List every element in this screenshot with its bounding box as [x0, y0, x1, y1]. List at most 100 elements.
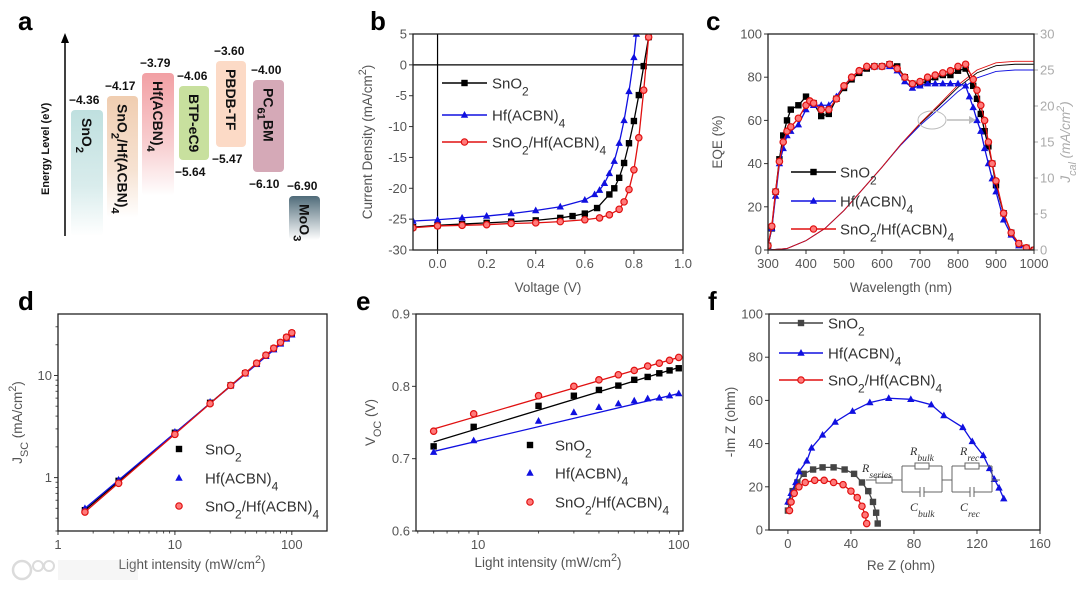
data-point: [643, 394, 652, 402]
jcal-curve: [768, 60, 1034, 250]
data-point: [900, 73, 909, 82]
data-point: [482, 212, 491, 219]
y-tick-label: 60: [748, 113, 762, 128]
data-point: [818, 112, 825, 120]
x-tick-label: 0.0: [429, 256, 447, 271]
material-box: [71, 110, 103, 236]
chart-jsc-light: 1 10 100 1 10 Light intensity (mW/cm2) JSC (mA…: [7, 313, 328, 572]
data-point: [282, 333, 291, 342]
plot-area: [81, 328, 296, 516]
data-point: [829, 478, 838, 487]
data-point: [620, 198, 628, 206]
data-point: [817, 105, 826, 114]
data-point: [858, 502, 866, 511]
data-point: [620, 116, 628, 124]
x-tick-label: 1000: [1020, 256, 1049, 271]
x-tick-label: 160: [1029, 536, 1051, 551]
data-point: [433, 222, 442, 230]
data-point: [570, 382, 578, 391]
x-tick-label: 1.0: [674, 256, 692, 271]
data-point: [870, 62, 879, 71]
data-point: [635, 91, 643, 99]
series-2: [785, 476, 871, 528]
chart-eqe: 300 400 500 600 700 800 900 1000020406080100Wav…: [710, 27, 1079, 296]
y-tick-label: 40: [749, 436, 763, 451]
legend: SnO2 Hf(ACBN)4 SnO2/Hf(ACBN)4: [175, 442, 320, 522]
data-point: [429, 427, 438, 435]
data-point: [969, 103, 977, 111]
data-point: [847, 73, 856, 82]
chart-voc-light: 10 100 0.6 0.7 0.8 0.9 Light intensity (mW/cm2…: [363, 307, 690, 571]
legend: SnO2 Hf(ACBN)4 SnO2/Hf(ACBN)4: [791, 165, 955, 245]
data-point: [869, 498, 877, 506]
energy-axis-label: Energy Level (eV): [40, 102, 52, 195]
data-point: [655, 359, 664, 367]
material-box: [216, 61, 246, 147]
data-point: [507, 219, 515, 228]
material-level-4: PBDB-TF −3.60 −5.47: [212, 44, 246, 166]
watermark-logo: [11, 559, 138, 581]
data-point: [795, 482, 803, 491]
data-point: [874, 520, 881, 527]
panel-label-e: e: [356, 286, 370, 316]
data-point: [470, 423, 477, 431]
y-tick-label: 0: [755, 243, 762, 258]
data-point: [973, 116, 981, 124]
data-point: [610, 157, 618, 164]
data-point: [810, 476, 819, 485]
legend-label: SnO2: [492, 76, 529, 99]
data-point: [630, 117, 638, 125]
material-name: SnO2: [73, 118, 95, 153]
data-point: [840, 82, 848, 90]
data-point: [269, 344, 278, 352]
material-name: Hf(ACBN)4: [144, 81, 166, 153]
x-tick-label: 0.8: [625, 256, 643, 271]
data-point: [862, 519, 871, 528]
data-point: [262, 351, 270, 359]
legend-label: SnO2: [840, 165, 877, 188]
x-tick-label: 80: [907, 536, 921, 551]
plot-frame: [768, 313, 1041, 531]
data-point: [946, 66, 955, 75]
data-point: [947, 71, 954, 79]
data-point: [639, 86, 648, 94]
data-point: [969, 75, 978, 84]
data-point: [593, 204, 601, 212]
data-point: [807, 443, 816, 451]
data-point: [595, 214, 604, 222]
legend-label: SnO2/Hf(ACBN)4: [840, 222, 955, 245]
data-point: [534, 391, 543, 400]
legend-marker: [460, 138, 469, 146]
data-point: [931, 79, 939, 87]
x-axis-label: Wavelength (nm): [850, 280, 952, 295]
right-y-tick-label: 20: [1040, 99, 1054, 114]
material-level-2: Hf(ACBN)4 −3.79: [140, 56, 174, 196]
series-2: [413, 34, 653, 232]
plot-frame: [767, 33, 1035, 251]
series-line: [413, 34, 638, 222]
data-point: [631, 376, 638, 384]
y-axis-label: Current Density (mA/cm2): [357, 65, 375, 220]
material-box: [253, 80, 284, 172]
data-point: [954, 62, 962, 71]
panel-label-a: a: [18, 6, 33, 36]
data-point: [632, 34, 641, 37]
data-point: [630, 53, 638, 61]
panel-label-d: d: [18, 286, 34, 316]
plot-frame: [57, 313, 328, 532]
x-tick-label: 900: [985, 256, 1007, 271]
material-name: PC61BM: [255, 88, 277, 142]
data-point: [1022, 244, 1031, 250]
y-tick-label: 0.8: [392, 379, 410, 394]
resistor-icon: [964, 462, 980, 470]
circuit-label: Cbulk: [910, 500, 935, 520]
legend: SnO2 Hf(ACBN)4 SnO2/Hf(ACBN)4: [526, 438, 670, 518]
data-point: [803, 456, 811, 464]
data-point: [595, 376, 603, 384]
data-point: [570, 392, 578, 399]
material-name: PBDB-TF: [223, 69, 239, 131]
equivalent-circuit-inset: [866, 462, 1000, 497]
legend-label: Hf(ACBN)4: [555, 466, 629, 489]
fit-line: [433, 366, 679, 443]
y-axis-label: VOC (V): [363, 399, 384, 446]
